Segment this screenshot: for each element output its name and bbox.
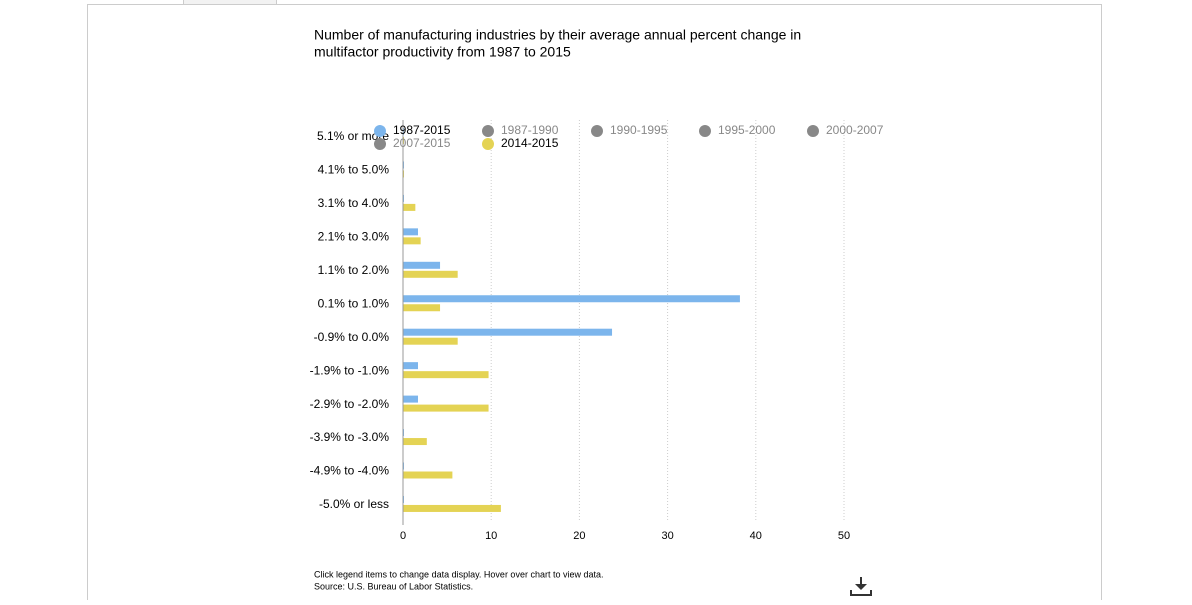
bar: [403, 203, 416, 211]
legend-marker[interactable]: [699, 125, 711, 137]
legend-label[interactable]: 1987-2015: [393, 123, 451, 137]
bar: [403, 371, 489, 379]
x-tick-label: 10: [485, 530, 497, 542]
bar: [403, 304, 441, 312]
legend-marker[interactable]: [591, 125, 603, 137]
y-tick-label: -2.9% to -2.0%: [310, 397, 390, 411]
legend-marker[interactable]: [807, 125, 819, 137]
x-tick-label: 20: [573, 530, 585, 542]
bar: [403, 261, 441, 269]
y-tick-label: 4.1% to 5.0%: [318, 163, 390, 177]
y-tick-label: -5.0% or less: [319, 497, 389, 511]
bar: [403, 237, 421, 245]
source: Source: U.S. Bureau of Labor Statistics.: [314, 581, 473, 591]
legend-label[interactable]: 2000-2007: [826, 123, 884, 137]
legend-label[interactable]: 1995-2000: [718, 123, 776, 137]
y-tick-label: 3.1% to 4.0%: [318, 196, 390, 210]
frame: [87, 4, 1102, 605]
y-tick-label: 5.1% or more: [317, 129, 389, 143]
x-tick-label: 30: [661, 530, 673, 542]
tab[interactable]: [183, 0, 277, 5]
legend-label[interactable]: 2007-2015: [393, 136, 451, 150]
chart-title: multifactor productivity from 1987 to 20…: [314, 44, 571, 60]
x-tick-label: 0: [400, 530, 406, 542]
y-tick-label: -0.9% to 0.0%: [314, 330, 390, 344]
y-tick-label: -3.9% to -3.0%: [310, 430, 390, 444]
legend-marker[interactable]: [482, 138, 494, 150]
y-tick-label: -4.9% to -4.0%: [310, 464, 390, 478]
bar: [403, 438, 427, 446]
bar: [403, 228, 418, 236]
y-tick-label: 2.1% to 3.0%: [318, 230, 390, 244]
bar: [403, 362, 418, 370]
legend-marker[interactable]: [374, 125, 386, 137]
bar: [403, 404, 489, 412]
bar: [403, 337, 458, 345]
legend-label[interactable]: 1990-1995: [610, 123, 668, 137]
y-tick-label: 1.1% to 2.0%: [318, 263, 390, 277]
chart-title: Number of manufacturing industries by th…: [314, 27, 801, 43]
legend-label[interactable]: 1987-1990: [501, 123, 559, 137]
x-tick-label: 40: [750, 530, 762, 542]
legend-marker[interactable]: [374, 138, 386, 150]
bar: [403, 328, 613, 336]
bar: [403, 395, 418, 403]
bar: [403, 471, 453, 479]
bar: [403, 295, 740, 303]
legend-label[interactable]: 2014-2015: [501, 136, 559, 150]
x-tick-label: 50: [838, 530, 850, 542]
y-tick-label: -1.9% to -1.0%: [310, 363, 390, 377]
bar: [403, 504, 501, 512]
y-tick-label: 0.1% to 1.0%: [318, 296, 390, 310]
legend-marker[interactable]: [482, 125, 494, 137]
bar: [403, 270, 458, 278]
note: Click legend items to change data displa…: [314, 569, 603, 579]
download-icon[interactable]: [850, 577, 872, 596]
